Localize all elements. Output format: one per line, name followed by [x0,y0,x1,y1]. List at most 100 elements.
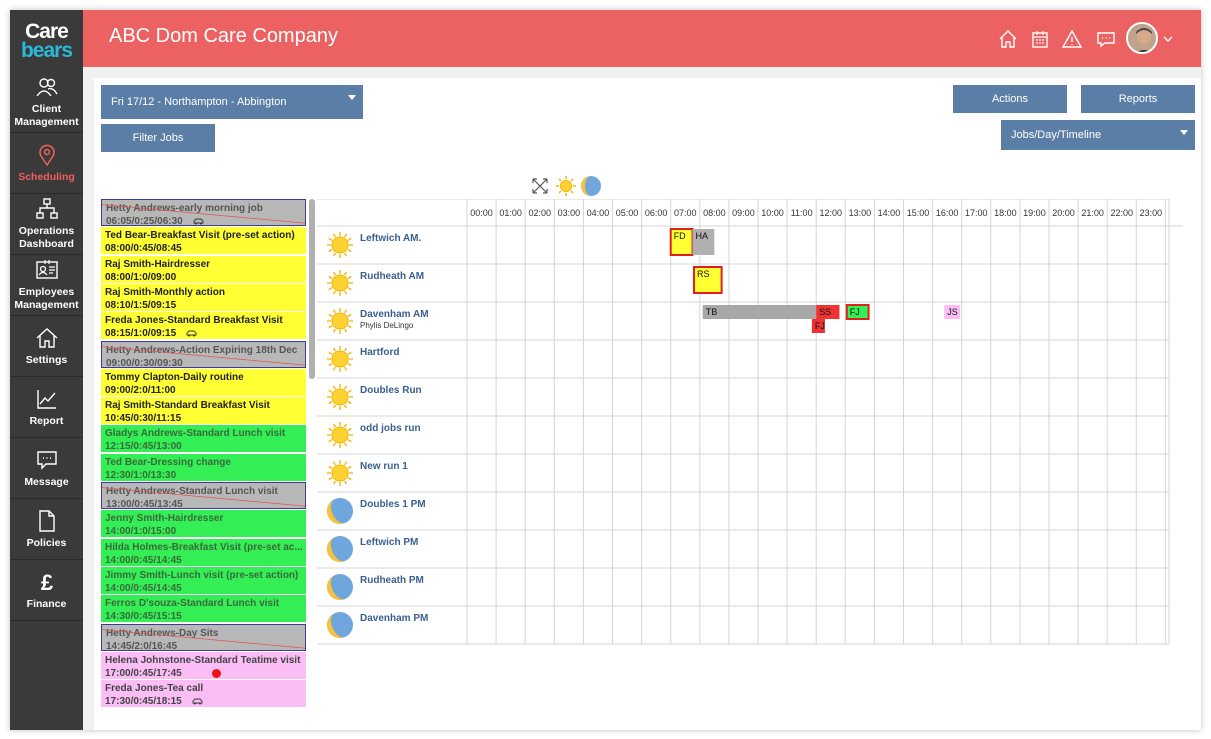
run-name[interactable]: Doubles 1 PM [360,499,426,510]
schedule-block[interactable] [816,305,840,319]
job-title: Raj Smith-Hairdresser [105,258,211,270]
schedule-block[interactable] [811,319,825,333]
user-avatar[interactable] [1126,22,1158,54]
hour-label: 11:00 [791,208,813,218]
job-item[interactable]: Ferros D'souza-Standard Lunch visit 14:30… [101,595,306,623]
schedule-block[interactable] [692,266,723,294]
sidebar-item-client[interactable]: Client Management [10,72,83,133]
moon-icon [327,612,353,638]
job-item[interactable]: Jenny Smith-Hairdresser 14:00/1:0/15:00 [101,510,306,538]
expand-icon[interactable] [531,177,549,195]
view-mode-select[interactable]: Jobs/Day/Timeline [1001,120,1195,150]
job-item[interactable]: Freda Jones-Standard Breakfast Visit 08:1… [101,312,306,340]
sun-filter-icon[interactable] [555,175,577,197]
sun-icon [327,384,353,410]
hour-label: 18:00 [994,208,1017,218]
calendar-icon[interactable] [1029,28,1051,50]
sidebar-item-label: Client [31,103,62,115]
dropdown-caret-icon [1180,130,1188,135]
job-list-scrollbar[interactable] [309,199,315,379]
schedule-block-label: FJ [815,321,825,331]
job-item[interactable]: Jimmy Smith-Lunch visit (pre-set action)… [101,566,306,594]
run-name[interactable]: Rudheath PM [360,575,424,586]
hour-label: 14:00 [878,208,901,218]
job-item[interactable]: Hetty Andrews-Day Sits 14:45/2:0/16:45 [101,623,306,651]
sidebar-item-finance[interactable]: £ Finance [10,560,83,621]
warning-icon[interactable] [1061,28,1083,50]
job-title: Gladys Andrews-Standard Lunch visit [105,428,286,440]
job-item[interactable]: Hetty Andrews-early morning job 06:05/0:2… [101,199,306,226]
schedule-block[interactable] [944,305,961,319]
job-time: 08:00/1:0/09:00 [105,271,177,283]
job-title: Hetty Andrews-Action Expiring 18th Dec [106,344,298,356]
job-time: 12:15/0:45/13:00 [105,441,182,453]
chevron-down-icon[interactable] [1163,35,1173,43]
sun-icon [327,308,353,334]
car-icon [193,218,204,225]
run-name[interactable]: New run 1 [360,461,408,472]
sidebar-item-policies[interactable]: Policies [10,499,83,560]
job-title: Tommy Clapton-Daily routine [105,371,244,383]
schedule-block[interactable] [692,229,715,255]
job-item[interactable]: Ted Bear-Dressing change 12:30/1:0/13:30 [101,453,306,481]
run-name[interactable]: Davenham AM [360,309,429,320]
job-time: 09:00/2:0/11:00 [105,384,176,396]
job-item[interactable]: Helena Johnstone-Standard Teatime visit 1… [101,651,306,679]
schedule-block[interactable] [702,305,817,319]
actions-button[interactable]: Actions [953,85,1067,113]
job-title: Hetty Andrews-Day Sits [106,627,219,639]
chat-icon [36,450,57,470]
job-item[interactable]: Tommy Clapton-Daily routine 09:00/2:0/11:… [101,368,306,396]
job-time: 06:05/0:25/06:30 [106,216,183,226]
message-icon[interactable] [1095,28,1117,50]
job-item[interactable]: Hetty Andrews-Standard Lunch visit 13:00/… [101,482,306,509]
job-title: Freda Jones-Standard Breakfast Visit [105,315,283,327]
job-item[interactable]: Ted Bear-Breakfast Visit (pre-set action… [101,227,306,255]
run-name[interactable]: odd jobs run [360,423,421,434]
schedule-block[interactable] [845,304,870,320]
job-time: 14:45/2:0/16:45 [106,640,178,651]
logo-line-1: Care [25,20,69,43]
job-time: 17:00/0:45/17:45 [105,667,182,679]
run-name[interactable]: Leftwich AM. [360,233,422,244]
sidebar-item-label-2: Management [14,116,79,128]
job-title: Freda Jones-Tea call [105,683,204,695]
run-name[interactable]: Leftwich PM [360,537,418,548]
sidebar-item-label: Policies [26,536,67,549]
brand-logo[interactable]: Care bears [10,10,83,72]
sidebar-item-operations[interactable]: Operations Dashboard [10,194,83,255]
sidebar-item-scheduling[interactable]: Scheduling [10,133,83,194]
run-name[interactable]: Rudheath AM [360,271,424,282]
job-item[interactable]: Gladys Andrews-Standard Lunch visit 12:15… [101,425,306,453]
sidebar-item-report[interactable]: Report [10,377,83,438]
reports-button[interactable]: Reports [1081,85,1195,113]
sidebar-item-settings[interactable]: Settings [10,316,83,377]
job-item[interactable]: Hetty Andrews-Action Expiring 18th Dec 09… [101,340,306,368]
sidebar-item-message[interactable]: Message [10,438,83,499]
job-item[interactable]: Raj Smith-Hairdresser 08:00/1:0/09:00 [101,255,306,283]
sun-icon [327,232,353,258]
sidebar-item-employees[interactable]: Employees Management [10,255,83,316]
location-date-select[interactable]: Fri 17/12 - Northampton - Abbington [101,85,363,119]
map-pin-icon [38,144,55,166]
hour-label: 20:00 [1052,208,1075,218]
filter-jobs-button[interactable]: Filter Jobs [101,124,215,152]
run-name[interactable]: Hartford [360,347,399,358]
job-item[interactable]: Raj Smith-Standard Breakfast Visit 10:45/… [101,397,306,425]
job-item[interactable]: Hilda Holmes-Breakfast Visit (pre-set ac… [101,538,306,566]
job-item[interactable]: Raj Smith-Monthly action 08:10/1:5/09:15 [101,283,306,311]
run-carer-name: Phylis DeLingo [360,321,414,330]
moon-filter-icon[interactable] [580,175,602,197]
run-name[interactable]: Doubles Run [360,385,422,396]
schedule-block-label: FD [674,231,686,241]
job-list: Hetty Andrews-early morning job 06:05/0:2… [100,199,400,709]
location-date-value: Fri 17/12 - Northampton - Abbington [111,96,287,108]
alert-dot-icon [211,668,221,678]
hour-label: 08:00 [703,208,726,218]
job-item[interactable]: Freda Jones-Tea call 17:30/0:45/18:15 [101,680,306,708]
home-icon[interactable] [997,28,1019,50]
hour-label: 06:00 [645,208,668,218]
hour-label: 12:00 [819,208,842,218]
run-name[interactable]: Davenham PM [360,613,428,624]
home-icon [36,327,57,348]
